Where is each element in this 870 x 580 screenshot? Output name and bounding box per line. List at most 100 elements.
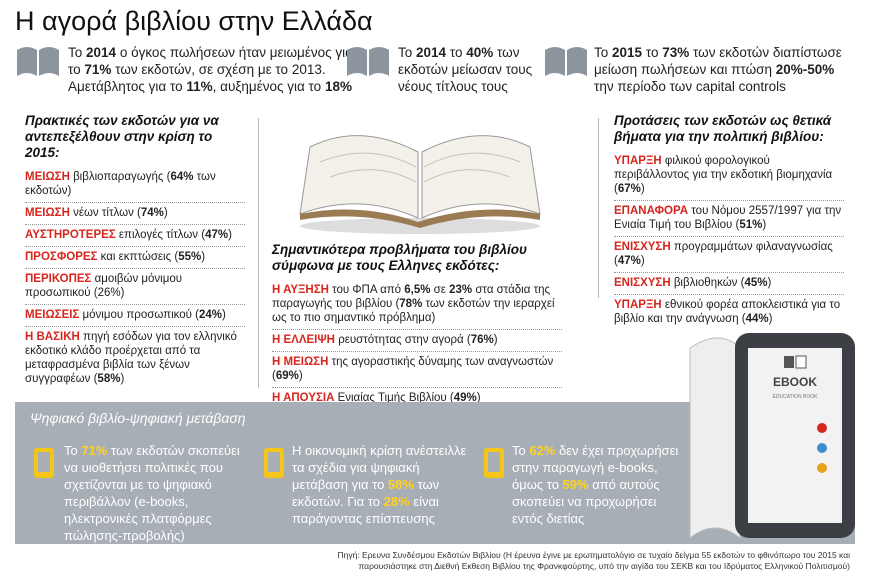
- list-item: ΕΝΙΣΧΥΣΗ προγραμμάτων φιλαναγνωσίας (47%…: [614, 237, 844, 273]
- text: των εκδοτών μείωσαν τους νέους τίτλους τ…: [398, 45, 533, 94]
- tablet-icon: [484, 448, 504, 478]
- keyword: ΠΕΡΙΚΟΠΕΣ: [25, 273, 92, 285]
- highlight: 2015: [612, 45, 643, 60]
- text: των εκδοτών διαπίστωσε μείωση πωλήσεων κ…: [594, 45, 842, 77]
- text: των εκδοτών. Για το: [292, 477, 440, 509]
- text: των εκδοτών την ιεραρχεί ως το πιο σημαν…: [272, 298, 555, 324]
- text: της αγοραστικής δύναμης των αναγνωστών (: [272, 356, 554, 382]
- text: και εκπτώσεις (: [97, 251, 179, 263]
- fact: Το 2014 ο όγκος πωλήσεων ήταν μειωμένος …: [68, 44, 358, 95]
- digital-item: Η οικονομική κρίση ανέστειλλε τα σχέδια …: [292, 442, 472, 527]
- highlight: 2014: [416, 45, 447, 60]
- text: το: [642, 45, 663, 60]
- keyword: ΥΠΑΡΞΗ: [614, 299, 662, 311]
- keyword: Η ΑΥΞΗΣΗ: [272, 284, 329, 296]
- highlight: 6,5%: [404, 284, 431, 296]
- text: , αυξημένος για το: [212, 79, 325, 94]
- highlight: 11%: [186, 79, 213, 94]
- highlight: 47%: [205, 229, 229, 241]
- highlight: 18%: [324, 79, 352, 94]
- keyword: ΜΕΙΩΣΗ: [25, 207, 70, 219]
- text: δεν έχει προχωρήσει στην παραγωγή e-book…: [512, 443, 679, 492]
- text: αμοιβών μόνιμου προσωπικού (26%): [25, 273, 183, 299]
- heading: Σημαντικότερα προβλήματα του βιβλίου σύμ…: [272, 242, 527, 273]
- keyword: ΕΠΑΝΑΦΟΡΑ: [614, 205, 689, 217]
- text: εθνικού φορέα αποκλειστικά για το βιβλίο…: [614, 299, 841, 325]
- source: Πηγή: Ερευνα Συνδέσμου Εκδοτών Βιβλίου (…: [337, 550, 850, 571]
- divider: [598, 118, 599, 298]
- text: βιβλιοπαραγωγής (: [69, 171, 171, 183]
- list-item: Η ΒΑΣΙΚΗ πηγή εσόδων για τον ελληνικό εκ…: [25, 327, 245, 390]
- highlight: 64%: [170, 171, 194, 183]
- text: προγραμμάτων φιλαναγνωσίας (: [614, 241, 833, 267]
- text: ): [640, 255, 645, 267]
- book-icon: [347, 47, 389, 76]
- text: Το: [68, 45, 87, 60]
- band-title: Ψηφιακό βιβλίο-ψηφιακή μετάβαση: [30, 410, 246, 426]
- ebook-label: EBOOK: [773, 375, 817, 389]
- text: του ΦΠΑ από: [328, 284, 405, 296]
- text: ): [767, 277, 772, 289]
- text: ): [228, 229, 232, 241]
- text: επιλογές τίτλων (: [115, 229, 206, 241]
- list-item: ΑΥΣΤΗΡΟΤΕΡΕΣ επιλογές τίτλων (47%): [25, 225, 245, 247]
- list-item: ΠΕΡΙΚΟΠΕΣ αμοιβών μόνιμου προσωπικού (26…: [25, 269, 245, 305]
- fact: Το 2014 το 40% των εκδοτών μείωσαν τους …: [398, 44, 548, 95]
- list-item: ΠΡΟΣΦΟΡΕΣ και εκπτώσεις (55%): [25, 247, 245, 269]
- text: του Νόμου 2557/1997 για την Ενιαία Τιμή …: [614, 205, 842, 231]
- tablet-icon: [34, 448, 54, 478]
- highlight: 28%: [383, 494, 410, 509]
- highlight: 74%: [140, 207, 164, 219]
- practices: Πρακτικές των εκδοτών για να αντεπεξέλθο…: [25, 113, 245, 390]
- keyword: ΕΝΙΣΧΥΣΗ: [614, 241, 671, 253]
- list-item: ΥΠΑΡΞΗ φιλικού φορολογικού περιβάλλοντος…: [614, 151, 844, 201]
- text: ): [120, 373, 125, 385]
- list-item: Η ΑΠΟΥΣΙΑ Ενιαίας Τιμής Βιβλίου (49%): [272, 388, 562, 409]
- highlight: 59%: [562, 477, 589, 492]
- digital-item: Το 71% των εκδοτών σκοπεύει να υιοθετήσε…: [64, 442, 254, 544]
- text: ): [476, 392, 481, 404]
- highlight: 67%: [617, 183, 641, 195]
- list: ΥΠΑΡΞΗ φιλικού φορολογικού περιβάλλοντος…: [614, 151, 844, 330]
- highlight: 78%: [399, 298, 423, 310]
- text: βιβλιοθηκών (: [670, 277, 745, 289]
- keyword: Η ΒΑΣΙΚΗ: [25, 331, 80, 343]
- list-item: ΥΠΑΡΞΗ εθνικού φορέα αποκλειστικά για το…: [614, 295, 844, 330]
- text: Το: [512, 443, 530, 458]
- highlight: 58%: [97, 373, 121, 385]
- text: στα στάδια της παραγωγής του βιβλίου (: [272, 284, 551, 310]
- highlight: 55%: [178, 251, 202, 263]
- ebook-sublabel: EDUCATION BOOK: [773, 394, 819, 400]
- proposals: Προτάσεις των εκδοτών ως θετικά βήματα γ…: [614, 113, 844, 330]
- text: ο όγκος πωλήσεων ήταν μειωμένος για το: [68, 45, 353, 77]
- list-item: Η ΕΛΛΕΙΨΗ ρευστότητας στην αγορά (76%): [272, 330, 562, 352]
- highlight: 71%: [81, 443, 108, 458]
- list: Η ΑΥΞΗΣΗ του ΦΠΑ από 6,5% σε 23% στα στά…: [272, 280, 562, 409]
- highlight: 49%: [453, 392, 477, 404]
- keyword: ΠΡΟΣΦΟΡΕΣ: [25, 251, 98, 263]
- divider: [258, 118, 259, 388]
- highlight: 40%: [466, 45, 494, 60]
- digital-item: Το 62% δεν έχει προχωρήσει στην παραγωγή…: [512, 442, 682, 527]
- text: νέων τίτλων (: [69, 207, 141, 219]
- text: ): [640, 183, 645, 195]
- text: Ενιαίας Τιμής Βιβλίου (: [334, 392, 454, 404]
- highlight: 73%: [662, 45, 690, 60]
- text: σε: [430, 284, 450, 296]
- text: Η οικονομική κρίση ανέστειλλε τα σχέδια …: [292, 443, 467, 492]
- text: ): [493, 334, 498, 346]
- list-item: ΜΕΙΩΣΗ νέων τίτλων (74%): [25, 203, 245, 225]
- highlight: 47%: [617, 255, 641, 267]
- text: των εκδοτών σκοπεύει να υιοθετήσει πολιτ…: [64, 443, 240, 543]
- highlight: 2014: [86, 45, 117, 60]
- highlight: 20%-50%: [775, 62, 835, 77]
- heading: Προτάσεις των εκδοτών ως θετικά βήματα γ…: [614, 113, 832, 144]
- keyword: ΕΝΙΣΧΥΣΗ: [614, 277, 671, 289]
- text: ): [762, 219, 767, 231]
- keyword: ΜΕΙΩΣΕΙΣ: [25, 309, 80, 321]
- text: πηγή εσόδων για τον ελληνικό εκδοτικό κλ…: [25, 331, 237, 385]
- fact: Το 2015 το 73% των εκδοτών διαπίστωσε με…: [594, 44, 854, 95]
- list-item: ΜΕΙΩΣΗ βιβλιοπαραγωγής (64% των εκδοτών): [25, 167, 245, 203]
- text: ): [298, 370, 303, 382]
- text: ): [768, 313, 773, 325]
